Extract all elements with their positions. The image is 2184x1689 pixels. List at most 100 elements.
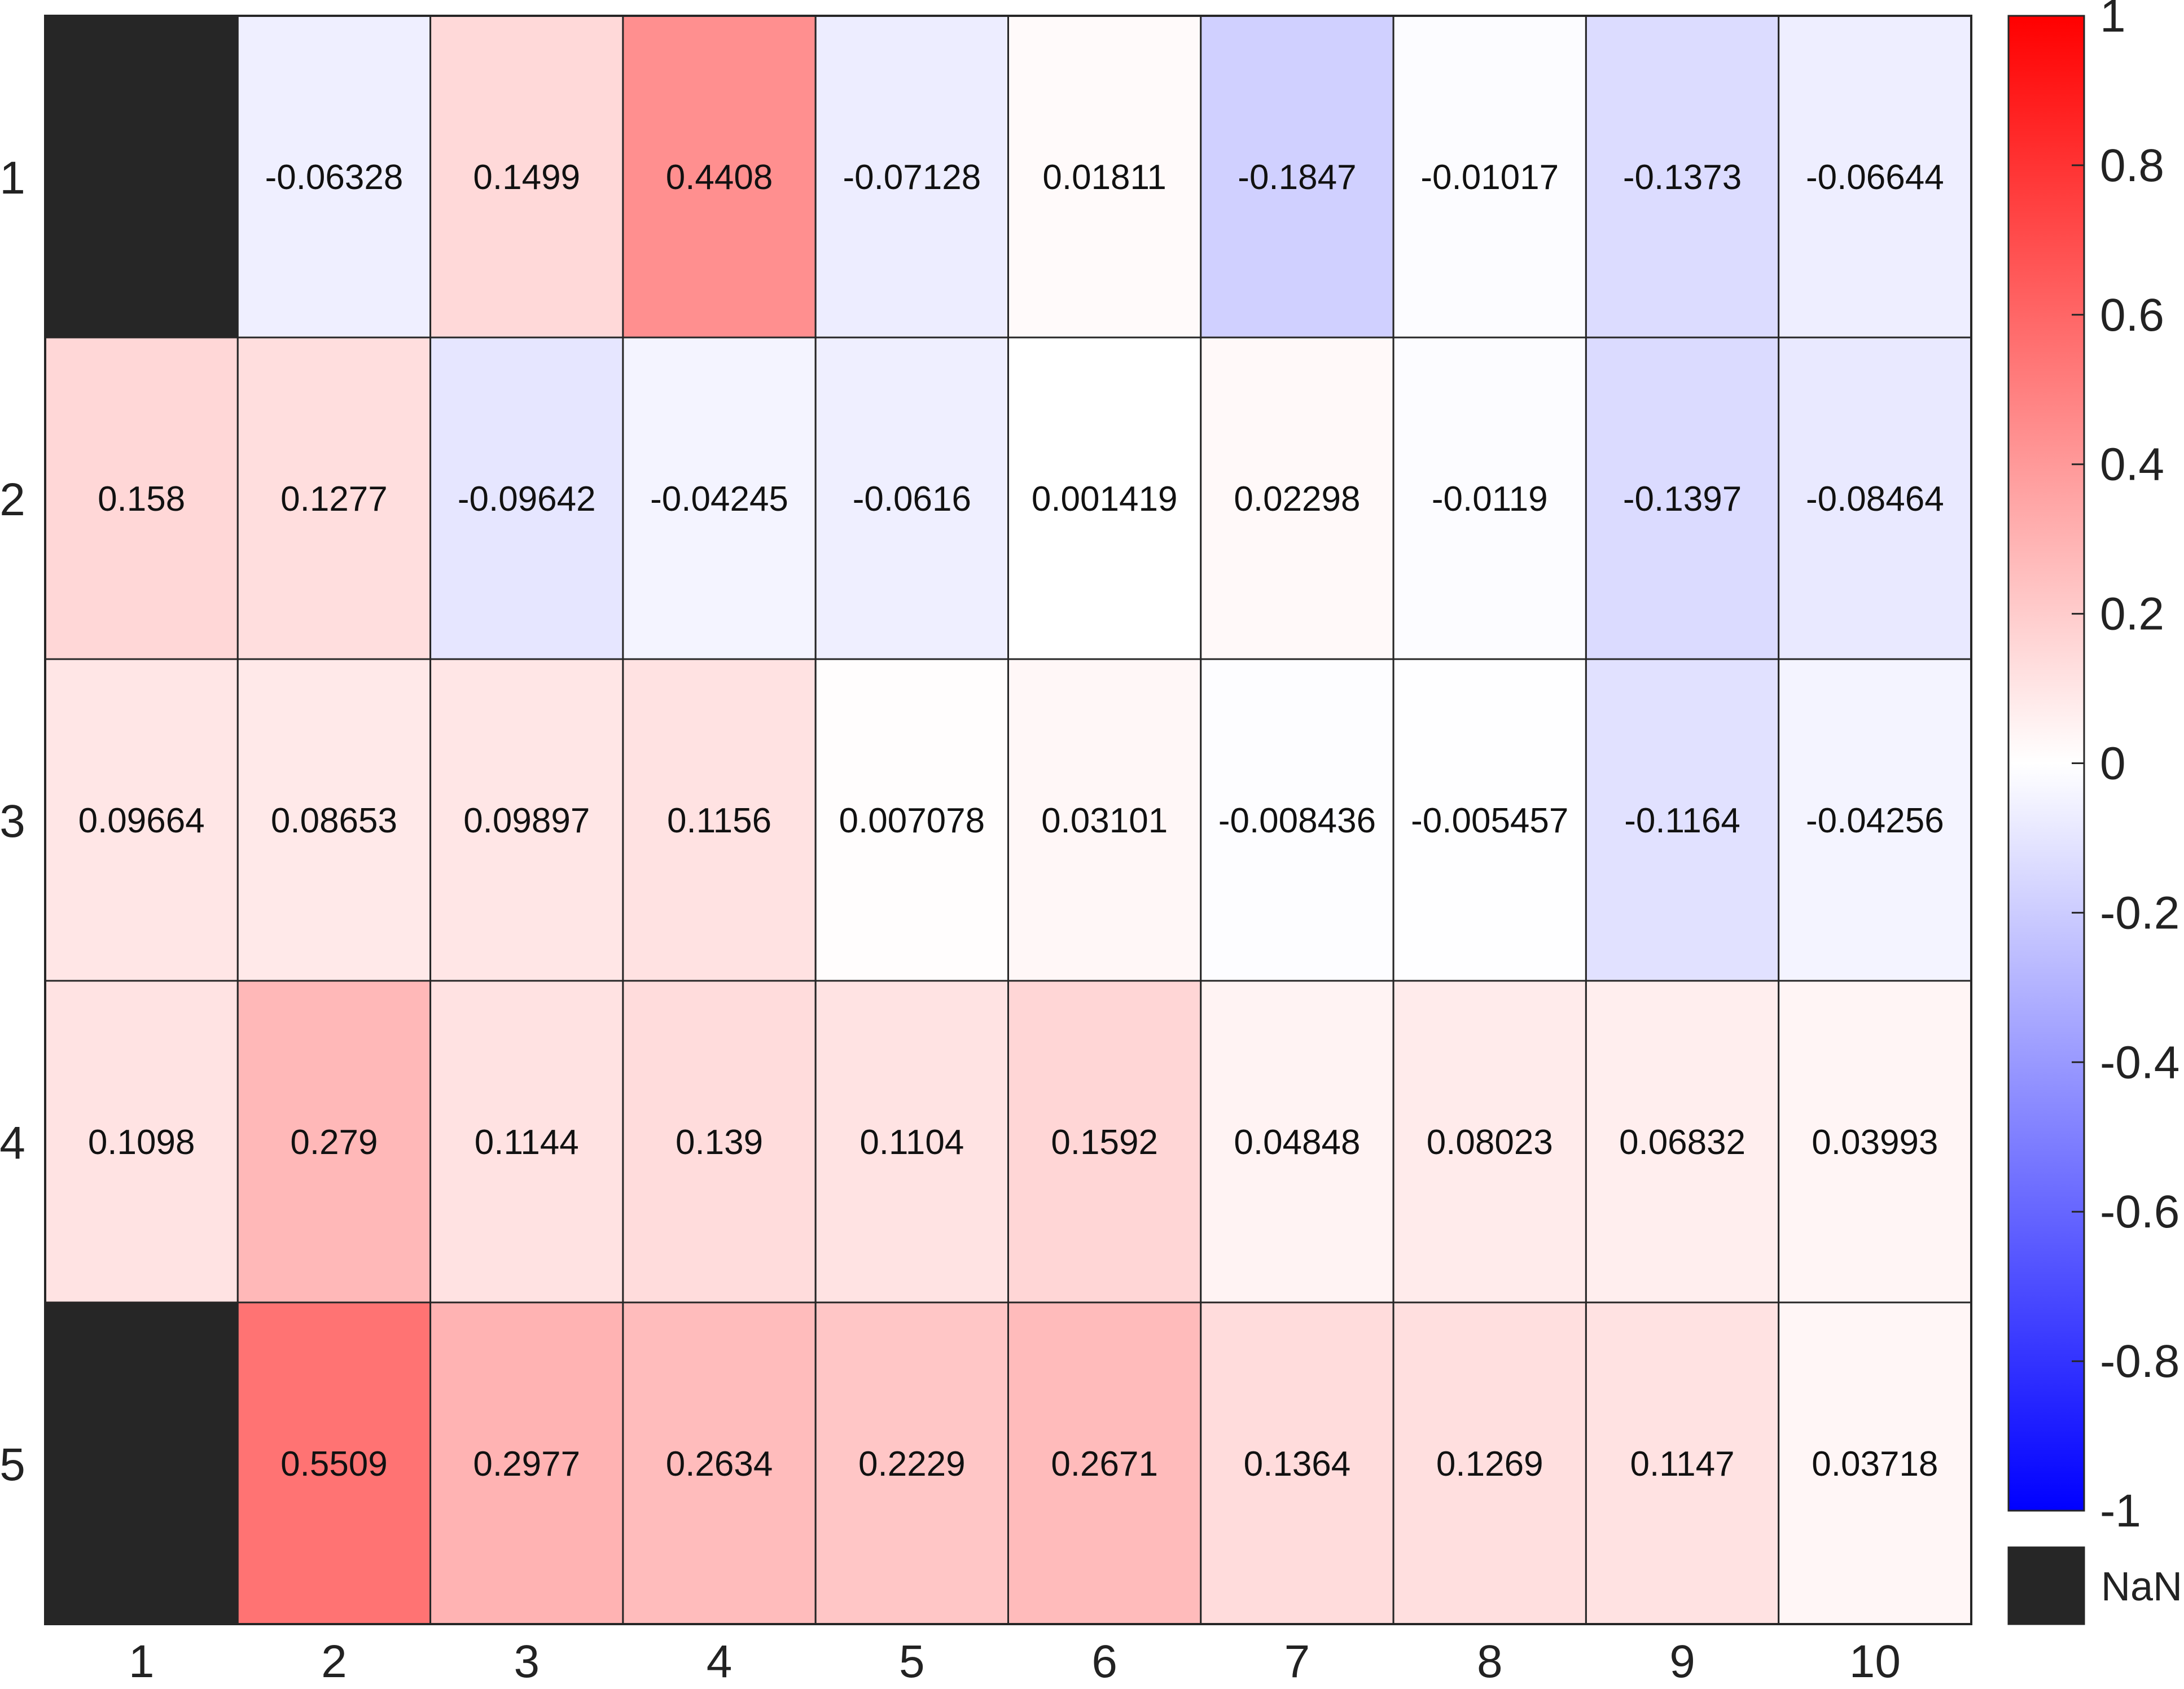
- heatmap-cell: [1007, 980, 1202, 1304]
- heatmap-cell: [1007, 336, 1202, 660]
- cell-value-label: -0.0616: [853, 480, 971, 519]
- heatmap-cell-nan: [44, 1301, 239, 1625]
- heatmap-cell: [1392, 336, 1587, 660]
- cell-value-label: -0.1373: [1623, 158, 1742, 197]
- cell-value-label: 0.1499: [473, 158, 580, 197]
- heatmap-cell: [814, 980, 1009, 1304]
- heatmap-cell: [429, 336, 624, 660]
- heatmap-cell: [1007, 1301, 1202, 1625]
- cell-value-label: 0.1104: [859, 1123, 964, 1162]
- colorbar-tick-label: 1: [2100, 0, 2126, 42]
- heatmap-cell: [1585, 336, 1780, 660]
- colorbar-tick-label: 0.8: [2100, 140, 2164, 191]
- cell-value-label: 0.09897: [463, 801, 590, 840]
- cell-value-label: 0.01811: [1042, 158, 1166, 197]
- cell-value-label: 0.09664: [78, 801, 205, 840]
- cell-value-label: 0.5509: [280, 1445, 388, 1484]
- heatmap-cell: [1200, 1301, 1394, 1625]
- cell-value-label: -0.07128: [843, 158, 981, 197]
- x-tick-label: 5: [899, 1636, 925, 1687]
- cell-value-label: 0.4408: [666, 158, 773, 197]
- cell-value-label: -0.1397: [1623, 480, 1742, 519]
- cell-value-label: -0.04256: [1806, 801, 1944, 840]
- x-tick-label: 8: [1477, 1636, 1503, 1687]
- cell-value-label: 0.1147: [1630, 1445, 1735, 1484]
- colorbar-tick-label: -1: [2100, 1485, 2141, 1537]
- heatmap-cell: [1007, 15, 1202, 339]
- cell-value-label: 0.1277: [280, 480, 388, 519]
- cell-value-label: 0.139: [676, 1123, 763, 1162]
- x-tick-label: 4: [707, 1636, 733, 1687]
- cell-value-label: -0.04245: [650, 480, 788, 519]
- x-tick-label: 3: [514, 1636, 540, 1687]
- cell-value-label: -0.08464: [1806, 480, 1944, 519]
- cell-value-label: 0.08023: [1427, 1123, 1553, 1162]
- cell-value-label: 0.03718: [1812, 1445, 1938, 1484]
- heatmap-cell: [1585, 1301, 1780, 1625]
- cell-value-label: 0.03993: [1812, 1123, 1938, 1162]
- heatmap-cell: [236, 980, 432, 1304]
- cell-value-label: 0.279: [290, 1123, 378, 1162]
- cell-value-label: 0.2634: [666, 1445, 773, 1484]
- cell-value-label: 0.1269: [1436, 1445, 1543, 1484]
- cell-value-label: 0.03101: [1041, 801, 1168, 840]
- x-tick-label: 1: [129, 1636, 155, 1687]
- x-tick-label: 10: [1849, 1636, 1901, 1687]
- x-tick-label: 6: [1091, 1636, 1117, 1687]
- colorbar-tick-label: -0.2: [2100, 887, 2179, 938]
- heatmap-cell: [1585, 15, 1780, 339]
- x-tick-label: 7: [1284, 1636, 1310, 1687]
- heatmap-cell: [429, 15, 624, 339]
- x-tick-label: 2: [321, 1636, 347, 1687]
- heatmap-cell: [622, 1301, 817, 1625]
- heatmap-cell: [1200, 980, 1394, 1304]
- heatmap-cell: [622, 658, 817, 982]
- heatmap-cell: [814, 336, 1009, 660]
- heatmap-cell: [1778, 658, 1972, 982]
- heatmap-cell: [1778, 336, 1972, 660]
- cell-value-label: -0.0119: [1432, 480, 1548, 519]
- heatmap-cell: [1200, 336, 1394, 660]
- cell-value-label: -0.01017: [1420, 158, 1559, 197]
- heatmap-cell: [236, 1301, 432, 1625]
- cell-value-label: 0.1156: [667, 801, 771, 840]
- heatmap-cell: [44, 336, 239, 660]
- cell-value-label: -0.008436: [1218, 801, 1376, 840]
- cell-value-label: 0.1592: [1051, 1123, 1158, 1162]
- y-tick-label: 2: [0, 474, 25, 525]
- heatmap-cell: [1778, 1301, 1972, 1625]
- cell-value-label: -0.1164: [1624, 801, 1740, 840]
- cell-value-label: 0.158: [98, 480, 185, 519]
- heatmap-cell: [236, 658, 432, 982]
- y-tick-label: 3: [0, 796, 25, 847]
- cell-value-label: -0.06328: [265, 158, 404, 197]
- y-tick-label: 5: [0, 1439, 25, 1490]
- colorbar-tick-label: 0.2: [2100, 589, 2164, 640]
- heatmap-cell: [236, 15, 432, 339]
- plot-border: [44, 15, 1972, 1625]
- heatmap-cell-nan: [44, 15, 239, 339]
- cell-value-label: 0.2229: [858, 1445, 966, 1484]
- heatmap-cell: [1585, 980, 1780, 1304]
- heatmap-cell: [1585, 658, 1780, 982]
- y-tick-label: 1: [0, 152, 25, 204]
- heatmap-cell: [1392, 980, 1587, 1304]
- cell-value-label: 0.1364: [1244, 1445, 1351, 1484]
- colorbar-tick-label: -0.4: [2100, 1037, 2179, 1088]
- cell-value-label: -0.005457: [1411, 801, 1568, 840]
- cell-value-label: 0.06832: [1619, 1123, 1746, 1162]
- colorbar-tick-label: -0.6: [2100, 1186, 2179, 1238]
- colorbar-tick-label: 0.6: [2100, 289, 2164, 341]
- cell-value-label: -0.1847: [1238, 158, 1356, 197]
- colorbar-tick-label: 0.4: [2100, 439, 2164, 490]
- heatmap-cell: [44, 658, 239, 982]
- cell-value-label: 0.2977: [473, 1445, 580, 1484]
- colorbar-tick-label: 0: [2100, 738, 2126, 789]
- heatmap-cell: [622, 336, 817, 660]
- heatmap-cell: [1200, 15, 1394, 339]
- colorbar: [2007, 15, 2085, 1512]
- heatmap-cell: [1392, 658, 1587, 982]
- cell-value-label: -0.06644: [1806, 158, 1944, 197]
